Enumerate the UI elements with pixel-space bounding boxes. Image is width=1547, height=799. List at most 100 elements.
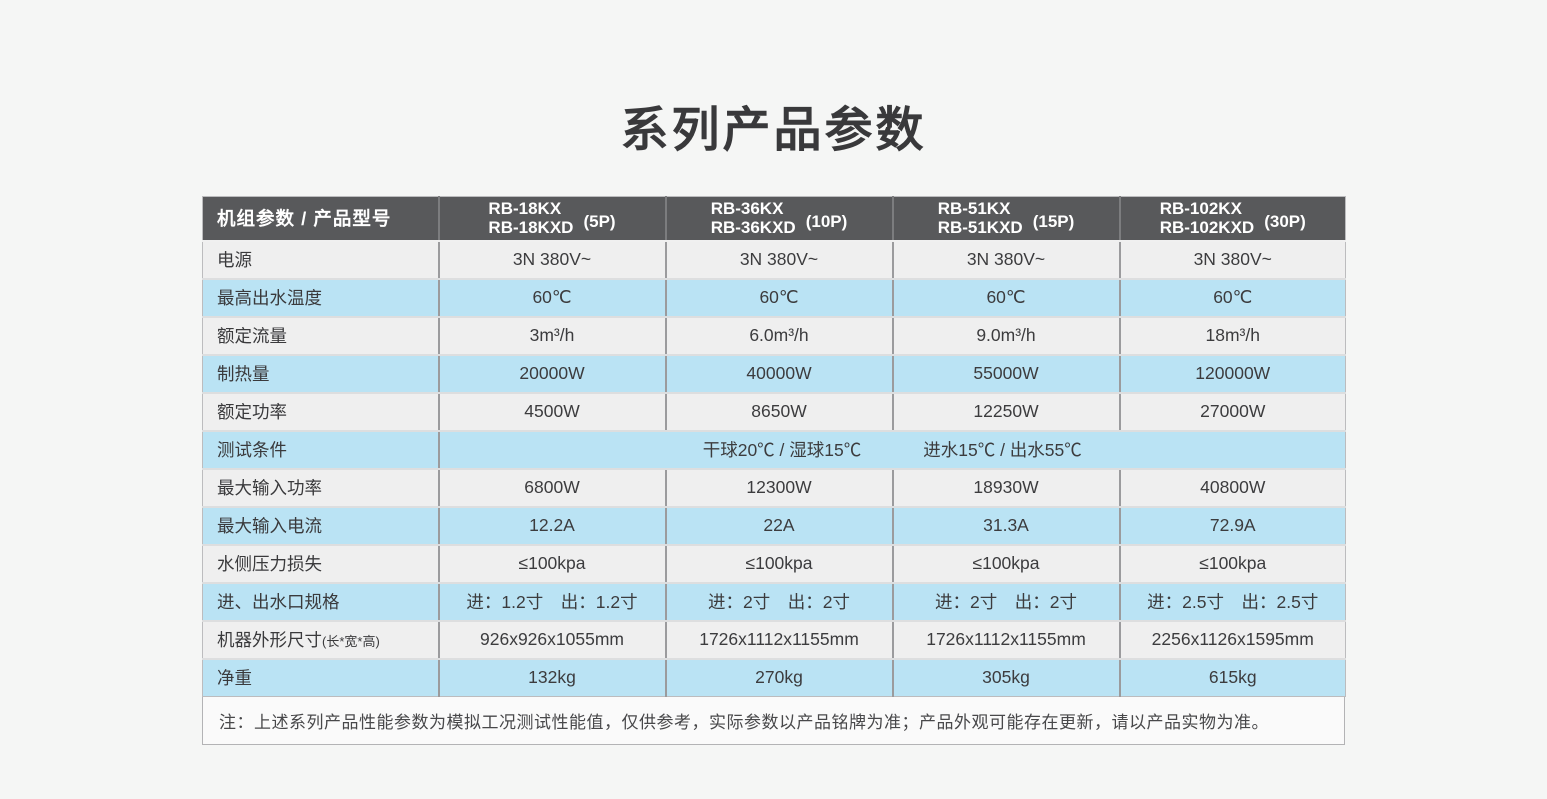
row-value: 3m³/h (438, 316, 667, 356)
row-value: 40000W (665, 354, 894, 394)
table-row: 制热量 20000W 40000W 55000W 120000W (202, 354, 1346, 394)
model-group: RB-102KX RB-102KXD (30P) (1121, 199, 1346, 237)
test-condition-part: 进水15℃ / 出水55℃ (923, 440, 1082, 460)
table-row: 水侧压力损失 ≤100kpa ≤100kpa ≤100kpa ≤100kpa (202, 544, 1346, 584)
row-value: 27000W (1119, 392, 1346, 432)
row-value: 3N 380V~ (438, 240, 667, 280)
row-value: 9.0m³/h (892, 316, 1121, 356)
row-value: 进：1.2寸 出：1.2寸 (438, 582, 667, 622)
row-value: 12.2A (438, 506, 667, 546)
model-name: RB-51KX (937, 199, 1011, 219)
model-group: RB-36KX RB-36KXD (10P) (667, 199, 891, 237)
page-title: 系列产品参数 (620, 104, 927, 157)
column-header-rb51: RB-51KX RB-51KXD (15P) (892, 196, 1121, 242)
column-header-rb102: RB-102KX RB-102KXD (30P) (1119, 196, 1346, 242)
table-row: 额定流量 3m³/h 6.0m³/h 9.0m³/h 18m³/h (202, 316, 1346, 356)
model-name: RB-36KX (710, 199, 784, 219)
row-value: 120000W (1119, 354, 1346, 394)
row-value: 1726x1112x1155mm (665, 620, 894, 660)
row-value: 2256x1126x1595mm (1119, 620, 1346, 660)
row-value: 72.9A (1119, 506, 1346, 546)
row-value: 40800W (1119, 468, 1346, 508)
row-value: 3N 380V~ (665, 240, 894, 280)
row-value: ≤100kpa (892, 544, 1121, 584)
row-value: 60℃ (438, 278, 667, 318)
table-row: 最高出水温度 60℃ 60℃ 60℃ 60℃ (202, 278, 1346, 318)
row-value: 12300W (665, 468, 894, 508)
model-group: RB-51KX RB-51KXD (15P) (894, 199, 1118, 237)
row-label: 机器外形尺寸(长*宽*高) (202, 620, 440, 660)
table-row: 机器外形尺寸(长*宽*高) 926x926x1055mm 1726x1112x115… (202, 620, 1346, 660)
page: 系列产品参数 机组参数 / 产品型号 RB-18KX RB-18KXD (0, 90, 1547, 745)
horsepower-label: (5P) (583, 211, 616, 231)
spec-table: 机组参数 / 产品型号 RB-18KX RB-18KXD (5P) (202, 196, 1346, 697)
row-value: 4500W (438, 392, 667, 432)
footnote: 注：上述系列产品性能参数为模拟工况测试性能值，仅供参考，实际参数以产品铭牌为准；… (202, 697, 1345, 745)
row-value: 60℃ (665, 278, 894, 318)
row-value: 55000W (892, 354, 1121, 394)
row-label: 测试条件 (202, 430, 440, 470)
column-header-rb18: RB-18KX RB-18KXD (5P) (438, 196, 667, 242)
row-label: 水侧压力损失 (202, 544, 440, 584)
footnote-text: 注：上述系列产品性能参数为模拟工况测试性能值，仅供参考，实际参数以产品铭牌为准；… (219, 713, 1269, 732)
model-group: RB-18KX RB-18KXD (5P) (440, 199, 664, 237)
spec-table-body: 电源 3N 380V~ 3N 380V~ 3N 380V~ 3N 380V~ 最高出水温度… (202, 240, 1346, 697)
row-value: 132kg (438, 658, 667, 697)
model-name: RB-36KXD (710, 218, 796, 238)
row-value: 305kg (892, 658, 1121, 697)
row-value: 8650W (665, 392, 894, 432)
row-span-value: 干球20℃ / 湿球15℃ 进水15℃ / 出水55℃ (438, 430, 1346, 470)
table-row: 最大输入功率 6800W 12300W 18930W 40800W (202, 468, 1346, 508)
row-value: 31.3A (892, 506, 1121, 546)
row-value: 3N 380V~ (1119, 240, 1346, 280)
model-names: RB-102KX RB-102KXD (1160, 199, 1254, 237)
row-value: 1726x1112x1155mm (892, 620, 1121, 660)
header-row: 机组参数 / 产品型号 RB-18KX RB-18KXD (5P) (202, 196, 1346, 242)
model-name: RB-102KXD (1159, 218, 1255, 238)
horsepower-label: (30P) (1264, 211, 1306, 231)
row-label: 最高出水温度 (202, 278, 440, 318)
row-value: 60℃ (892, 278, 1121, 318)
row-label: 额定流量 (202, 316, 440, 356)
row-label: 电源 (202, 240, 440, 280)
model-name: RB-51KXD (937, 218, 1023, 238)
column-header-rb36: RB-36KX RB-36KXD (10P) (665, 196, 894, 242)
model-names: RB-51KX RB-51KXD (938, 199, 1023, 237)
horsepower-label: (15P) (1032, 211, 1075, 231)
row-label: 净重 (202, 658, 440, 697)
table-row: 最大输入电流 12.2A 22A 31.3A 72.9A (202, 506, 1346, 546)
model-names: RB-36KX RB-36KXD (711, 199, 796, 237)
row-label: 制热量 (202, 354, 440, 394)
row-value: 进：2寸 出：2寸 (892, 582, 1121, 622)
model-name: RB-18KXD (488, 218, 574, 238)
row-value: 18930W (892, 468, 1121, 508)
row-value: 926x926x1055mm (438, 620, 667, 660)
row-value: 6800W (438, 468, 667, 508)
row-value: 进：2寸 出：2寸 (665, 582, 894, 622)
row-label-suffix: (长*宽*高) (322, 634, 380, 649)
table-row: 测试条件 干球20℃ / 湿球15℃ 进水15℃ / 出水55℃ (202, 430, 1346, 470)
model-names: RB-18KX RB-18KXD (488, 199, 573, 237)
row-label: 最大输入电流 (202, 506, 440, 546)
spec-table-container: 机组参数 / 产品型号 RB-18KX RB-18KXD (5P) (202, 196, 1346, 745)
row-value: 60℃ (1119, 278, 1346, 318)
row-value: 3N 380V~ (892, 240, 1121, 280)
row-value: 进：2.5寸 出：2.5寸 (1119, 582, 1346, 622)
table-row: 电源 3N 380V~ 3N 380V~ 3N 380V~ 3N 380V~ (202, 240, 1346, 280)
model-name: RB-18KX (488, 199, 562, 219)
table-row: 额定功率 4500W 8650W 12250W 27000W (202, 392, 1346, 432)
table-row: 净重 132kg 270kg 305kg 615kg (202, 658, 1346, 697)
row-value: 20000W (438, 354, 667, 394)
row-label: 最大输入功率 (202, 468, 440, 508)
test-condition-part: 干球20℃ / 湿球15℃ (702, 440, 862, 460)
row-value: ≤100kpa (438, 544, 667, 584)
row-label: 额定功率 (202, 392, 440, 432)
table-row: 进、出水口规格 进：1.2寸 出：1.2寸 进：2寸 出：2寸 进：2寸 出：2寸 进：… (202, 582, 1346, 622)
row-value: 12250W (892, 392, 1121, 432)
corner-header: 机组参数 / 产品型号 (202, 196, 440, 242)
horsepower-label: (10P) (805, 211, 848, 231)
row-value: ≤100kpa (665, 544, 894, 584)
row-value: 270kg (665, 658, 894, 697)
row-value: 615kg (1119, 658, 1346, 697)
row-value: 18m³/h (1119, 316, 1346, 356)
